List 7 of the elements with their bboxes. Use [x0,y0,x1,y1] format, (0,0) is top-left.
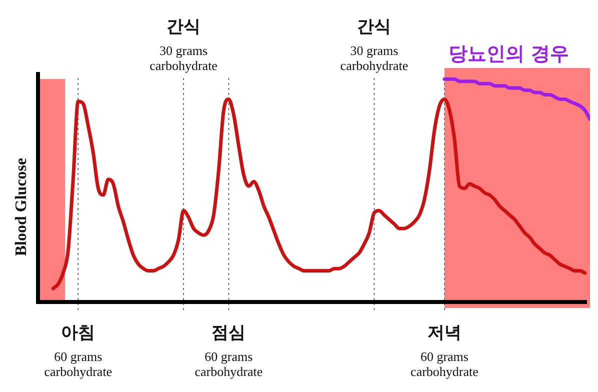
series-label: 당뇨인의 경우 [448,43,570,65]
x-tick-label: 점심 60 grams carbohydrate [194,323,263,379]
y-axis-title: Blood Glucose [13,158,30,256]
x-tick-label: 저녁 60 grams carbohydrate [410,323,479,379]
text: 간식 30 grams carbohydrate [150,17,218,73]
text: 간식 30 grams carbohydrate [340,17,408,73]
x-tick-label: 아침 60 grams carbohydrate [44,323,112,379]
